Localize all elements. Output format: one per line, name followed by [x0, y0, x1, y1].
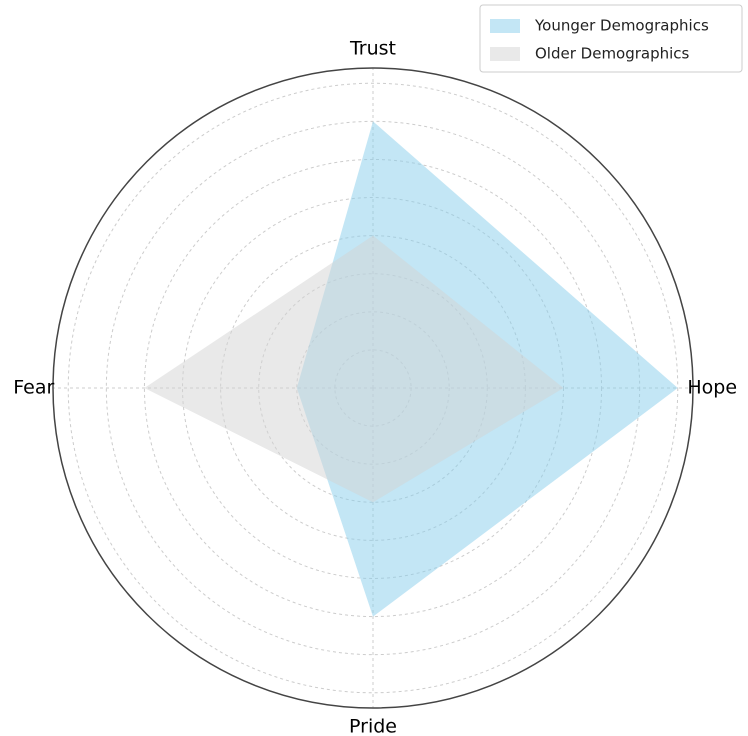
category-label: Trust — [349, 37, 396, 59]
legend-box — [479, 4, 743, 73]
outer-ring — [52, 67, 694, 709]
category-label: Fear — [13, 377, 54, 399]
legend-label: Older Demographics — [535, 45, 690, 63]
legend-label: Younger Demographics — [534, 17, 709, 35]
category-label: Hope — [687, 377, 737, 399]
legend-swatch — [490, 19, 520, 33]
category-label: Pride — [349, 716, 397, 736]
radar-area — [144, 235, 564, 503]
legend-swatch — [490, 47, 520, 61]
